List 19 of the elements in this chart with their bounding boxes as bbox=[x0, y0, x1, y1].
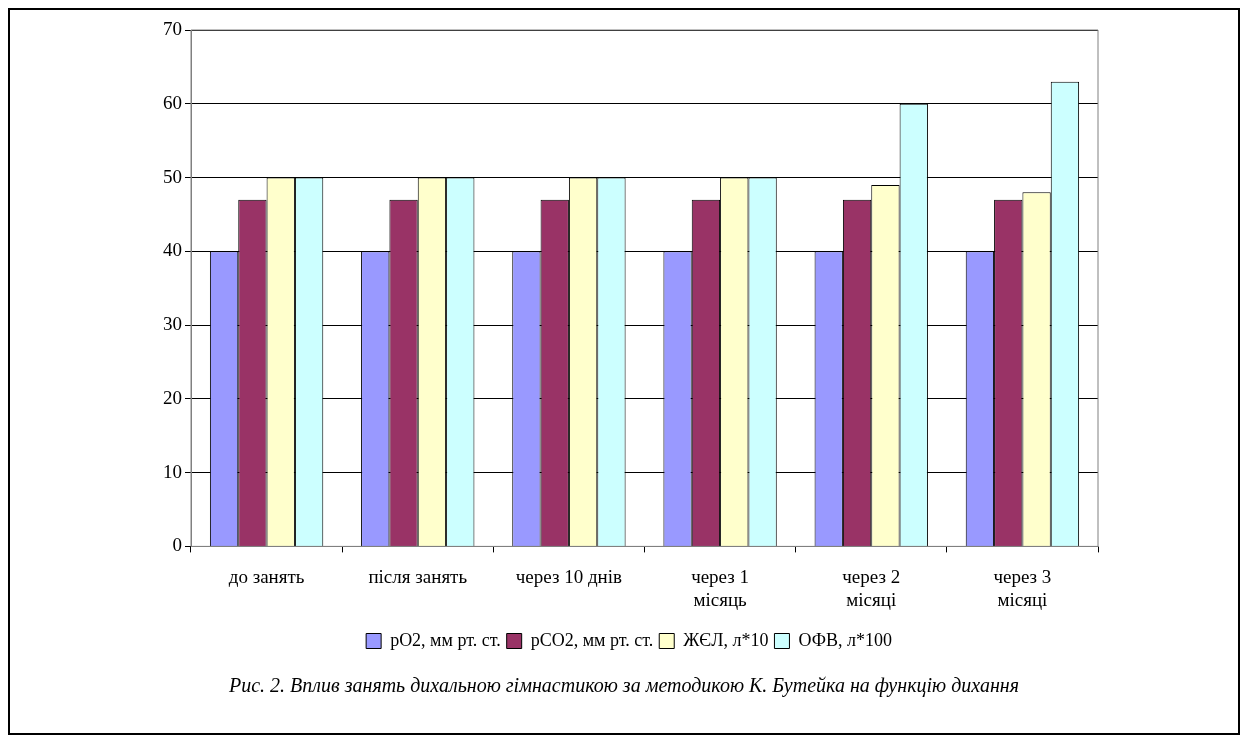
y-tick-label: 10 bbox=[163, 460, 182, 482]
y-tick-label: 70 bbox=[163, 17, 182, 39]
legend-label: рСО2, мм рт. ст. bbox=[530, 629, 654, 650]
x-tick-label: через 3 місяці bbox=[993, 565, 1052, 610]
x-tick-label: через 10 днів bbox=[515, 565, 623, 587]
x-tick-label: до занять bbox=[228, 565, 305, 587]
legend-label: ОФВ, л*100 bbox=[798, 629, 892, 650]
y-tick-label: 60 bbox=[163, 91, 182, 113]
x-tick-label: через 2 місяці bbox=[842, 565, 901, 610]
y-tick-label: 50 bbox=[163, 165, 182, 187]
x-tick-label: після занять bbox=[368, 565, 468, 587]
text: Рис. 2. Вплив занять дихальною гімнастикою за методикою К. Бутейка на функцію дихання bbox=[227, 674, 1021, 697]
x-tick-label: через 1 місяць bbox=[691, 565, 750, 610]
y-tick-label: 0 bbox=[172, 534, 182, 556]
legend-label: рО2, мм рт. ст. bbox=[390, 629, 501, 650]
legend-label: ЖЄЛ, л*10 bbox=[683, 629, 769, 650]
y-tick-label: 30 bbox=[163, 313, 182, 335]
y-tick-label: 20 bbox=[163, 386, 182, 408]
y-tick-label: 40 bbox=[163, 239, 182, 261]
